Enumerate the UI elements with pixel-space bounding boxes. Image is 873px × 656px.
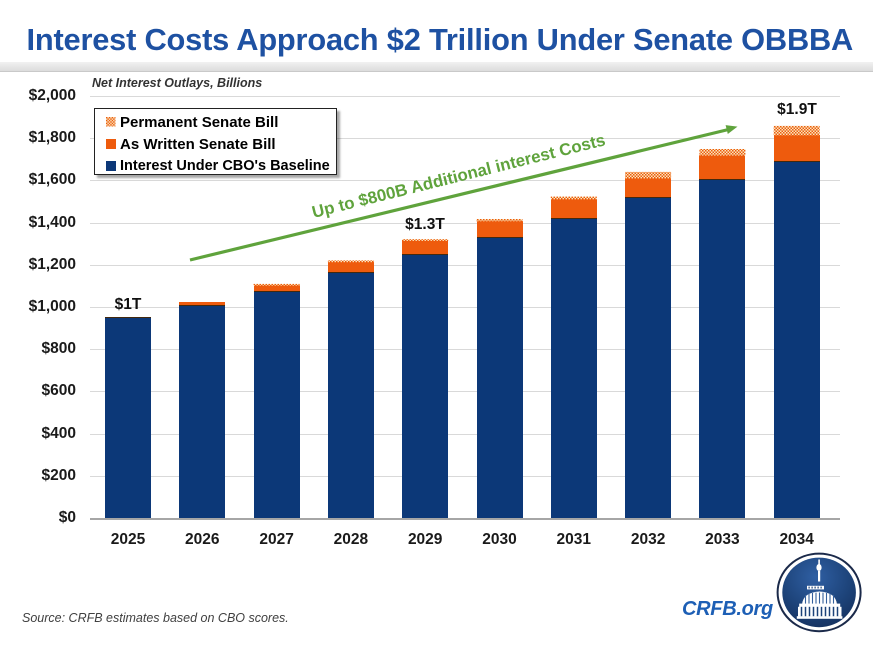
svg-text:Up to $800B Additional interes: Up to $800B Additional interest Costs [310,130,607,221]
